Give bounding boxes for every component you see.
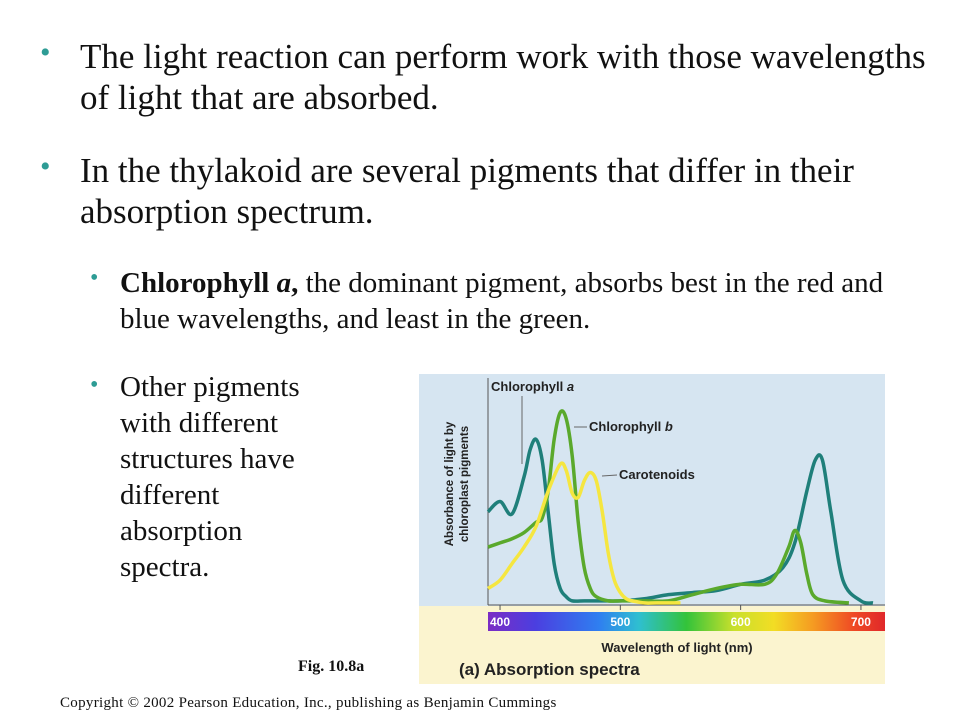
x-tick-label-700: 700 xyxy=(851,615,871,629)
annotation-label-carotenoids: Carotenoids xyxy=(619,467,695,482)
line: with different xyxy=(120,407,279,439)
visible-spectrum-bar xyxy=(488,612,885,631)
x-tick-label-500: 500 xyxy=(610,615,630,629)
x-axis-label: Wavelength of light (nm) xyxy=(601,640,752,655)
annotation-label-chlorophyll-b: Chlorophyll b xyxy=(589,419,673,434)
series-annotations: Chlorophyll a Chlorophyll b Carotenoids xyxy=(491,379,695,482)
bullet-text-thylakoid-pigments: In the thylakoid are several pigments th… xyxy=(80,151,854,231)
x-tick-label-600: 600 xyxy=(731,615,751,629)
sub-bullet-other-pigments: Other pigments with different structures… xyxy=(120,369,350,585)
chart-svg: Absorbance of light by chloroplast pigme… xyxy=(419,374,885,679)
sub-bullet-chlorophyll-a: Chlorophyll a, the dominant pigment, abs… xyxy=(120,265,940,337)
line: Other pigments xyxy=(120,371,300,403)
bullet-marker: • xyxy=(40,150,51,183)
annotation-leader-2 xyxy=(601,474,618,477)
term-comma: , xyxy=(291,267,299,299)
sub-bullet-marker: • xyxy=(90,372,99,398)
copyright-text: Copyright © 2002 Pearson Education, Inc.… xyxy=(60,695,557,711)
sub-bullet-marker: • xyxy=(90,265,99,291)
plot-background xyxy=(419,374,885,606)
line: spectra. xyxy=(120,551,210,583)
bullet-marker: • xyxy=(40,36,51,69)
line: absorption xyxy=(120,515,243,547)
x-tick-label-400: 400 xyxy=(490,615,510,629)
term-a: a xyxy=(276,267,292,299)
annotation-label-chlorophyll-a: Chlorophyll a xyxy=(491,379,574,394)
chart-title: (a) Absorption spectra xyxy=(459,660,640,679)
line: different xyxy=(120,479,220,511)
line: structures have xyxy=(120,443,295,475)
x-ticks xyxy=(499,605,862,610)
series-line-carotenoids xyxy=(487,461,681,605)
x-tick-labels: 400 500 600 700 xyxy=(490,615,871,629)
absorption-spectra-chart: Absorbance of light by chloroplast pigme… xyxy=(419,374,885,684)
term-chlorophyll: Chlorophyll xyxy=(120,267,277,299)
sub-bullet-text: the dominant pigment, absorbs best in th… xyxy=(120,267,884,335)
bullet-text-light-reaction: The light reaction can perform work with… xyxy=(80,37,926,117)
series-lines xyxy=(486,409,874,605)
y-axis-label-line1: Absorbance of light by xyxy=(444,421,456,546)
series-line-chlorophyll-b xyxy=(487,409,850,605)
y-axis-label-line2: chloroplast pigments xyxy=(459,426,471,542)
figure-label: Fig. 10.8a xyxy=(298,658,365,675)
